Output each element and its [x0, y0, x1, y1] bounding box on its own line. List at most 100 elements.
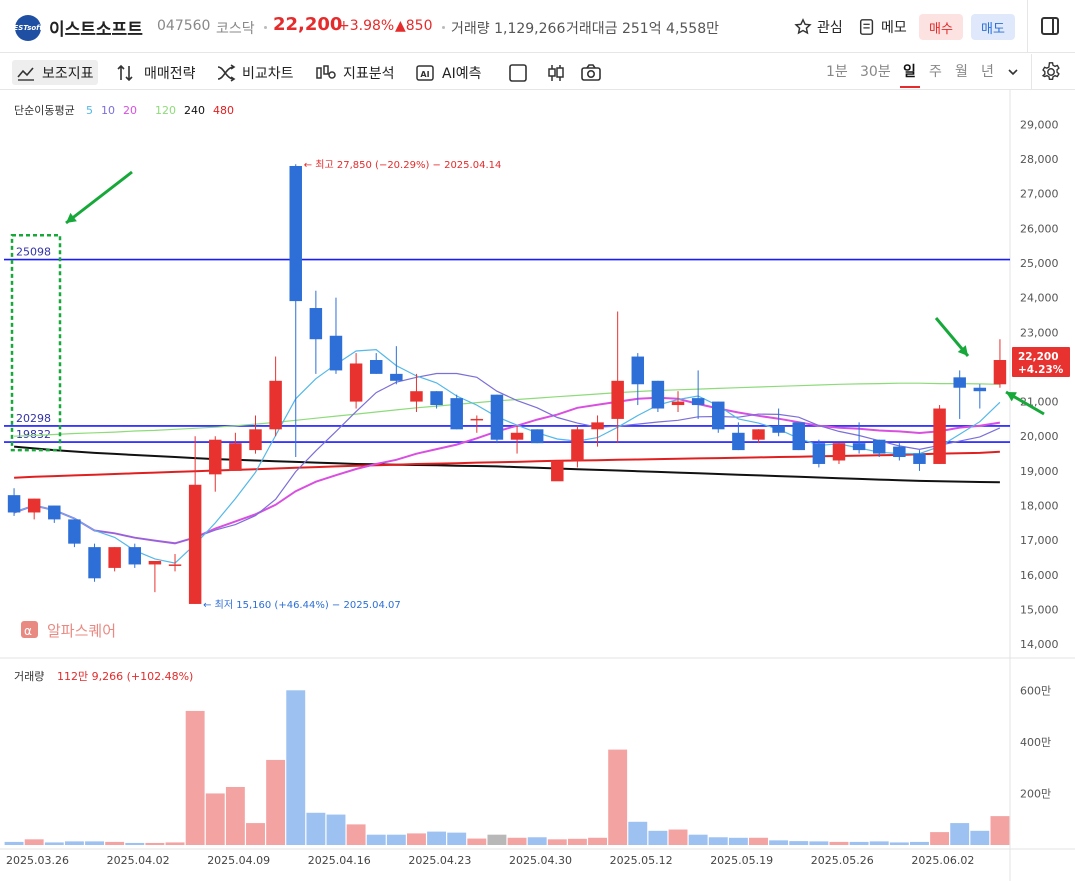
candle-body: [651, 380, 665, 409]
selected-period-indicator: [900, 86, 920, 88]
candle-body: [772, 425, 785, 433]
screenshot-button[interactable]: [576, 60, 606, 85]
volume-bar: [950, 823, 970, 845]
candle-body: [249, 429, 262, 451]
candle-body: [691, 398, 705, 406]
candle-body: [571, 429, 584, 461]
stock-chart[interactable]: 14,000 15,000 16,000 17,000 18,000 19,000 20,0…: [0, 90, 1075, 881]
volume-bar: [930, 832, 950, 845]
price-tick-label: 29,000: [1020, 118, 1059, 131]
camera-icon: [581, 63, 601, 81]
buy-button[interactable]: 매수: [919, 14, 963, 40]
sell-button[interactable]: 매도: [971, 14, 1015, 40]
candle-body: [188, 484, 202, 604]
market-name: 코스닥: [216, 21, 255, 37]
period-30min[interactable]: 30분: [860, 64, 891, 80]
volume-bar: [527, 837, 547, 845]
volume-bar: [608, 749, 628, 845]
price-tick-label: 17,000: [1020, 534, 1059, 547]
ai-predict-button[interactable]: AI AI예측: [410, 60, 485, 85]
current-price: 22,200: [273, 14, 343, 35]
header-divider: [1027, 0, 1028, 53]
candle-body: [712, 401, 725, 430]
volume-info: 거래량 1,129,266: [451, 21, 566, 37]
period-1min[interactable]: 1분: [826, 64, 848, 80]
stock-name[interactable]: 이스트소프트: [49, 20, 143, 40]
volume-bar: [306, 812, 326, 845]
chevron-down-icon[interactable]: [1006, 66, 1020, 78]
ma-legend-period: 480: [213, 104, 234, 117]
candle-body: [349, 363, 363, 402]
date-tick-label: 2025.04.30: [509, 854, 572, 867]
candle-body: [893, 446, 906, 458]
candle-body: [128, 547, 142, 565]
change-percent: +3.98%: [338, 18, 395, 34]
candle-body: [993, 360, 1007, 385]
ai-chip-icon: AI: [416, 64, 434, 81]
ma20-line: [13, 396, 1001, 545]
period-year[interactable]: 년: [981, 64, 994, 80]
candle-body: [792, 422, 805, 451]
volume-bar: [24, 839, 44, 845]
volume-bar: [105, 841, 125, 845]
price-tick-label: 19,000: [1020, 465, 1059, 478]
side-panel-icon[interactable]: [1041, 17, 1059, 35]
volume-bar: [708, 837, 728, 845]
candle-body: [631, 356, 645, 385]
candle-body: [671, 401, 685, 406]
period-day[interactable]: 일: [903, 64, 916, 80]
volume-bar: [4, 841, 24, 845]
volume-bar: [567, 838, 587, 845]
volume-bar: [507, 837, 527, 845]
ma-legend-period: 240: [184, 104, 205, 117]
volume-bar: [286, 690, 306, 845]
volume-bar: [789, 841, 809, 845]
price-tick-label: 20,000: [1020, 430, 1059, 443]
volume-bar: [427, 831, 447, 845]
analysis-button[interactable]: 지표분석: [311, 60, 399, 85]
watermark-logo-glyph: α: [24, 624, 32, 638]
date-tick-label: 2025.04.09: [207, 854, 270, 867]
candle-body: [369, 360, 383, 374]
volume-bar: [64, 841, 84, 845]
volume-bar: [728, 837, 748, 845]
volume-bar: [225, 786, 245, 845]
date-tick-label: 2025.05.26: [811, 854, 874, 867]
chart-type-bar-button[interactable]: [504, 60, 532, 85]
square-icon: [509, 63, 527, 82]
volume-bar: [346, 824, 366, 845]
candle-body: [209, 439, 222, 475]
memo-button[interactable]: 메모: [858, 14, 907, 40]
candle-icon: [548, 64, 564, 81]
stock-code: 047560: [157, 18, 211, 34]
price-tick-label: 14,000: [1020, 638, 1059, 651]
strategy-button[interactable]: 매매전략: [112, 60, 200, 85]
annotation-arrow-head: [1006, 392, 1017, 402]
volume-bar: [688, 834, 708, 845]
candle-body: [68, 519, 81, 544]
candle-body: [329, 335, 343, 371]
current-price-badge: [1012, 347, 1070, 378]
current-pct-label: +4.23%: [1018, 364, 1064, 376]
candle-type-button[interactable]: [542, 60, 570, 85]
stock-header: ESTsoft 이스트소프트 047560 코스닥 22,200 +3.98% …: [0, 0, 1075, 53]
period-week[interactable]: 주: [929, 64, 942, 80]
volume-bar: [266, 759, 286, 845]
price-tick-label: 18,000: [1020, 500, 1059, 513]
price-tick-label: 25,000: [1020, 257, 1059, 270]
volume-bar: [628, 821, 648, 845]
volume-bar: [829, 841, 849, 845]
candle-body: [852, 443, 866, 451]
settings-gear-icon[interactable]: [1040, 61, 1062, 83]
compare-button[interactable]: 비교차트: [212, 60, 298, 85]
volume-bar: [668, 829, 688, 845]
candle-body: [490, 394, 504, 440]
volume-bar: [769, 840, 789, 845]
period-month[interactable]: 월: [955, 64, 968, 80]
watchlist-button[interactable]: 관심: [794, 14, 843, 40]
ma-legend-period: 10: [101, 104, 115, 117]
svg-text:AI: AI: [420, 70, 429, 79]
chart-toolbar: 보조지표 매매전략 비교차트 지표분석 AI AI예측 1분 30분 일 주 월…: [0, 54, 1075, 90]
indicator-button[interactable]: 보조지표: [12, 60, 98, 85]
watermark-text: 알파스퀘어: [47, 622, 116, 640]
